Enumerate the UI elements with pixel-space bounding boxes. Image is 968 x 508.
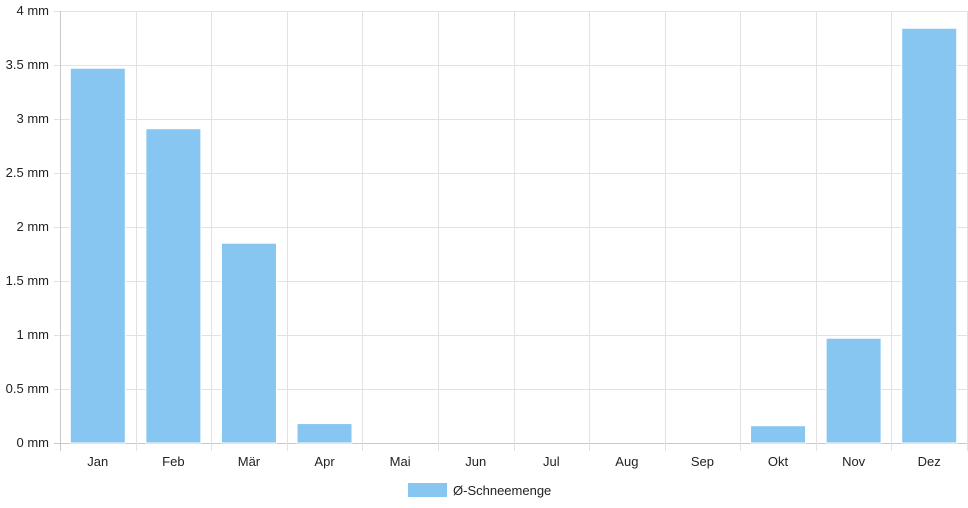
x-tick-label: Jun [465, 454, 486, 469]
bar-Dez[interactable] [901, 27, 958, 444]
x-tick-label: Mai [390, 454, 411, 469]
x-tick-label: Mär [238, 454, 261, 469]
y-tick-label: 3 mm [17, 111, 50, 126]
y-axis-labels: 0 mm 0.5 mm 1 mm 1.5 mm 2 mm 2.5 mm 3 mm 3.5 mm… [6, 3, 49, 450]
x-tick-label: Okt [768, 454, 789, 469]
x-tick-label: Feb [162, 454, 184, 469]
legend[interactable]: Ø-Schneemenge [408, 483, 551, 498]
bars [69, 27, 958, 444]
bar-Apr[interactable] [296, 423, 353, 444]
y-tick-label: 3.5 mm [6, 57, 49, 72]
bar-Feb[interactable] [145, 128, 202, 444]
x-tick-label: Aug [615, 454, 638, 469]
x-tick-label: Apr [314, 454, 335, 469]
legend-swatch [408, 483, 447, 497]
x-axis-labels: Jan Feb Mär Apr Mai Jun Jul Aug Sep Okt Nov Dez [87, 454, 940, 469]
y-tick-label: 0.5 mm [6, 381, 49, 396]
y-tick-label: 2 mm [17, 219, 50, 234]
x-tick-label: Sep [691, 454, 714, 469]
bar-Nov[interactable] [825, 337, 882, 444]
y-tick-label: 1 mm [17, 327, 50, 342]
x-tick-label: Jul [543, 454, 560, 469]
bar-Jan[interactable] [69, 67, 126, 444]
y-tick-label: 0 mm [17, 435, 50, 450]
legend-label: Ø-Schneemenge [453, 483, 551, 498]
x-tick-label: Dez [918, 454, 941, 469]
bar-Okt[interactable] [750, 425, 807, 444]
x-tick-label: Jan [87, 454, 108, 469]
x-tick-label: Nov [842, 454, 866, 469]
y-tick-label: 1.5 mm [6, 273, 49, 288]
bar-Mär[interactable] [220, 242, 277, 444]
y-tick-label: 4 mm [17, 3, 50, 18]
y-tick-label: 2.5 mm [6, 165, 49, 180]
